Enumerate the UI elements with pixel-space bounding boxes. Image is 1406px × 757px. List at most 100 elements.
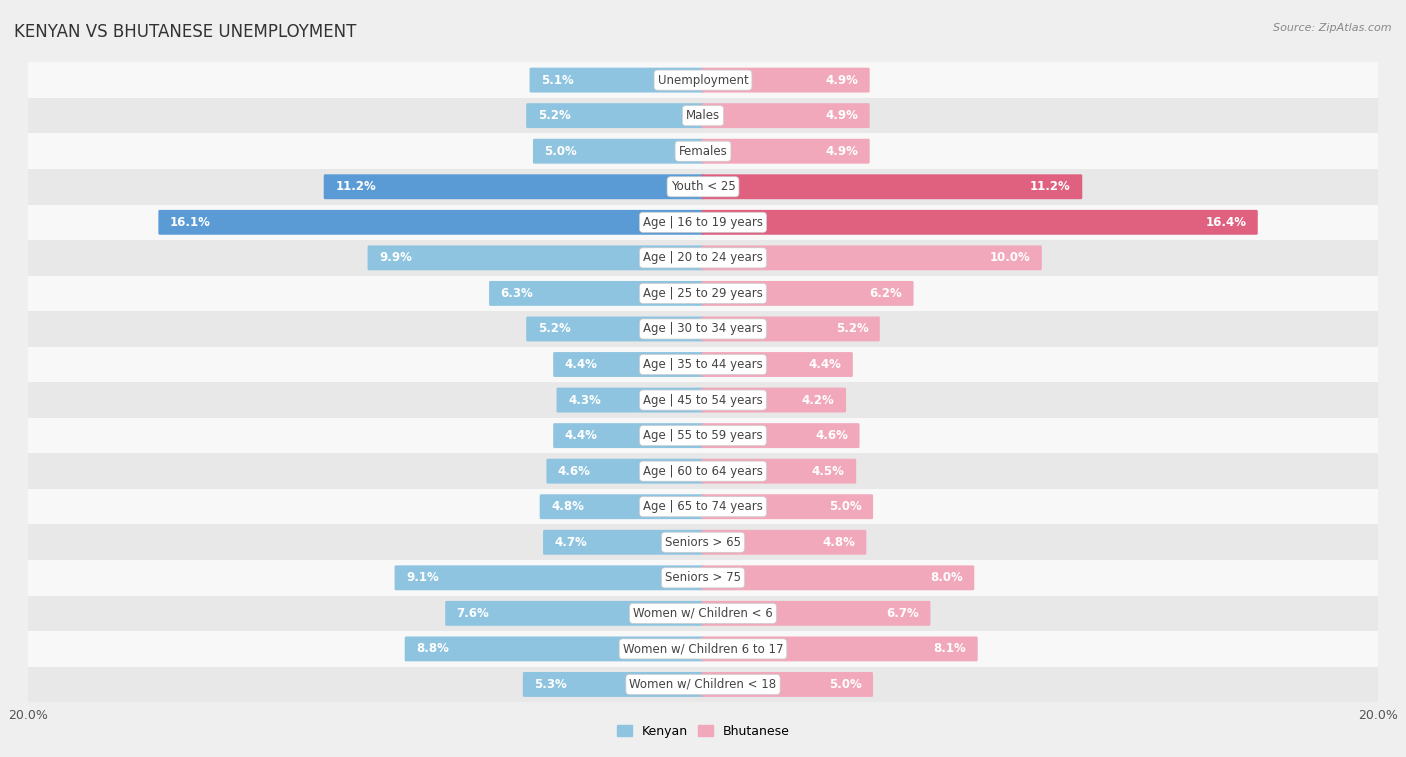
Text: 4.8%: 4.8% xyxy=(551,500,583,513)
Text: 4.3%: 4.3% xyxy=(568,394,600,407)
FancyBboxPatch shape xyxy=(557,388,704,413)
FancyBboxPatch shape xyxy=(159,210,704,235)
Text: Age | 30 to 34 years: Age | 30 to 34 years xyxy=(643,322,763,335)
FancyBboxPatch shape xyxy=(523,672,704,697)
Text: 6.2%: 6.2% xyxy=(869,287,903,300)
FancyBboxPatch shape xyxy=(323,174,704,199)
FancyBboxPatch shape xyxy=(702,530,866,555)
Text: 8.8%: 8.8% xyxy=(416,643,449,656)
Text: 4.7%: 4.7% xyxy=(554,536,588,549)
FancyBboxPatch shape xyxy=(702,139,870,164)
Legend: Kenyan, Bhutanese: Kenyan, Bhutanese xyxy=(612,720,794,743)
Text: Age | 45 to 54 years: Age | 45 to 54 years xyxy=(643,394,763,407)
Text: Women w/ Children < 6: Women w/ Children < 6 xyxy=(633,607,773,620)
Text: Age | 35 to 44 years: Age | 35 to 44 years xyxy=(643,358,763,371)
FancyBboxPatch shape xyxy=(702,494,873,519)
Text: 4.2%: 4.2% xyxy=(801,394,835,407)
FancyBboxPatch shape xyxy=(526,103,704,128)
Text: 4.9%: 4.9% xyxy=(825,145,858,157)
Text: Age | 25 to 29 years: Age | 25 to 29 years xyxy=(643,287,763,300)
FancyBboxPatch shape xyxy=(367,245,704,270)
Text: 16.1%: 16.1% xyxy=(170,216,211,229)
FancyBboxPatch shape xyxy=(446,601,704,626)
Text: Unemployment: Unemployment xyxy=(658,73,748,86)
Text: 5.0%: 5.0% xyxy=(544,145,576,157)
Text: 4.8%: 4.8% xyxy=(823,536,855,549)
Bar xyxy=(28,240,1378,276)
FancyBboxPatch shape xyxy=(540,494,704,519)
Text: Age | 55 to 59 years: Age | 55 to 59 years xyxy=(643,429,763,442)
FancyBboxPatch shape xyxy=(553,423,704,448)
Text: 5.1%: 5.1% xyxy=(541,73,574,86)
FancyBboxPatch shape xyxy=(533,139,704,164)
Bar xyxy=(28,631,1378,667)
Text: 4.4%: 4.4% xyxy=(808,358,841,371)
FancyBboxPatch shape xyxy=(526,316,704,341)
Bar xyxy=(28,133,1378,169)
Text: Women w/ Children < 18: Women w/ Children < 18 xyxy=(630,678,776,691)
Text: 5.2%: 5.2% xyxy=(537,109,571,122)
FancyBboxPatch shape xyxy=(530,67,704,92)
Text: 9.9%: 9.9% xyxy=(380,251,412,264)
FancyBboxPatch shape xyxy=(702,174,1083,199)
Bar xyxy=(28,418,1378,453)
FancyBboxPatch shape xyxy=(702,601,931,626)
Bar xyxy=(28,347,1378,382)
Text: 5.0%: 5.0% xyxy=(830,678,862,691)
Text: Age | 65 to 74 years: Age | 65 to 74 years xyxy=(643,500,763,513)
Bar xyxy=(28,596,1378,631)
FancyBboxPatch shape xyxy=(395,565,704,590)
Text: Females: Females xyxy=(679,145,727,157)
Bar xyxy=(28,382,1378,418)
Text: 5.3%: 5.3% xyxy=(534,678,567,691)
Text: Age | 20 to 24 years: Age | 20 to 24 years xyxy=(643,251,763,264)
Text: 4.9%: 4.9% xyxy=(825,73,858,86)
Text: Seniors > 75: Seniors > 75 xyxy=(665,572,741,584)
FancyBboxPatch shape xyxy=(702,565,974,590)
FancyBboxPatch shape xyxy=(702,423,859,448)
Text: 10.0%: 10.0% xyxy=(990,251,1031,264)
Text: Age | 60 to 64 years: Age | 60 to 64 years xyxy=(643,465,763,478)
FancyBboxPatch shape xyxy=(553,352,704,377)
Text: KENYAN VS BHUTANESE UNEMPLOYMENT: KENYAN VS BHUTANESE UNEMPLOYMENT xyxy=(14,23,357,41)
FancyBboxPatch shape xyxy=(702,637,977,662)
FancyBboxPatch shape xyxy=(702,245,1042,270)
Text: 4.4%: 4.4% xyxy=(565,429,598,442)
Text: 5.0%: 5.0% xyxy=(830,500,862,513)
Text: 4.6%: 4.6% xyxy=(815,429,848,442)
Bar xyxy=(28,62,1378,98)
FancyBboxPatch shape xyxy=(543,530,704,555)
Text: Males: Males xyxy=(686,109,720,122)
Bar xyxy=(28,489,1378,525)
FancyBboxPatch shape xyxy=(547,459,704,484)
Text: 8.1%: 8.1% xyxy=(934,643,966,656)
FancyBboxPatch shape xyxy=(489,281,704,306)
Text: 4.9%: 4.9% xyxy=(825,109,858,122)
Bar xyxy=(28,169,1378,204)
Text: 4.4%: 4.4% xyxy=(565,358,598,371)
Text: 6.7%: 6.7% xyxy=(886,607,920,620)
Text: 8.0%: 8.0% xyxy=(931,572,963,584)
Text: Youth < 25: Youth < 25 xyxy=(671,180,735,193)
FancyBboxPatch shape xyxy=(405,637,704,662)
FancyBboxPatch shape xyxy=(702,352,853,377)
Text: Women w/ Children 6 to 17: Women w/ Children 6 to 17 xyxy=(623,643,783,656)
FancyBboxPatch shape xyxy=(702,316,880,341)
Text: 4.6%: 4.6% xyxy=(558,465,591,478)
FancyBboxPatch shape xyxy=(702,67,870,92)
Text: Seniors > 65: Seniors > 65 xyxy=(665,536,741,549)
Text: 9.1%: 9.1% xyxy=(406,572,439,584)
Bar xyxy=(28,98,1378,133)
FancyBboxPatch shape xyxy=(702,388,846,413)
Bar xyxy=(28,525,1378,560)
Text: 7.6%: 7.6% xyxy=(457,607,489,620)
FancyBboxPatch shape xyxy=(702,672,873,697)
FancyBboxPatch shape xyxy=(702,210,1258,235)
Bar xyxy=(28,204,1378,240)
FancyBboxPatch shape xyxy=(702,103,870,128)
Bar xyxy=(28,560,1378,596)
Bar xyxy=(28,276,1378,311)
Text: Source: ZipAtlas.com: Source: ZipAtlas.com xyxy=(1274,23,1392,33)
FancyBboxPatch shape xyxy=(702,281,914,306)
Text: 6.3%: 6.3% xyxy=(501,287,533,300)
